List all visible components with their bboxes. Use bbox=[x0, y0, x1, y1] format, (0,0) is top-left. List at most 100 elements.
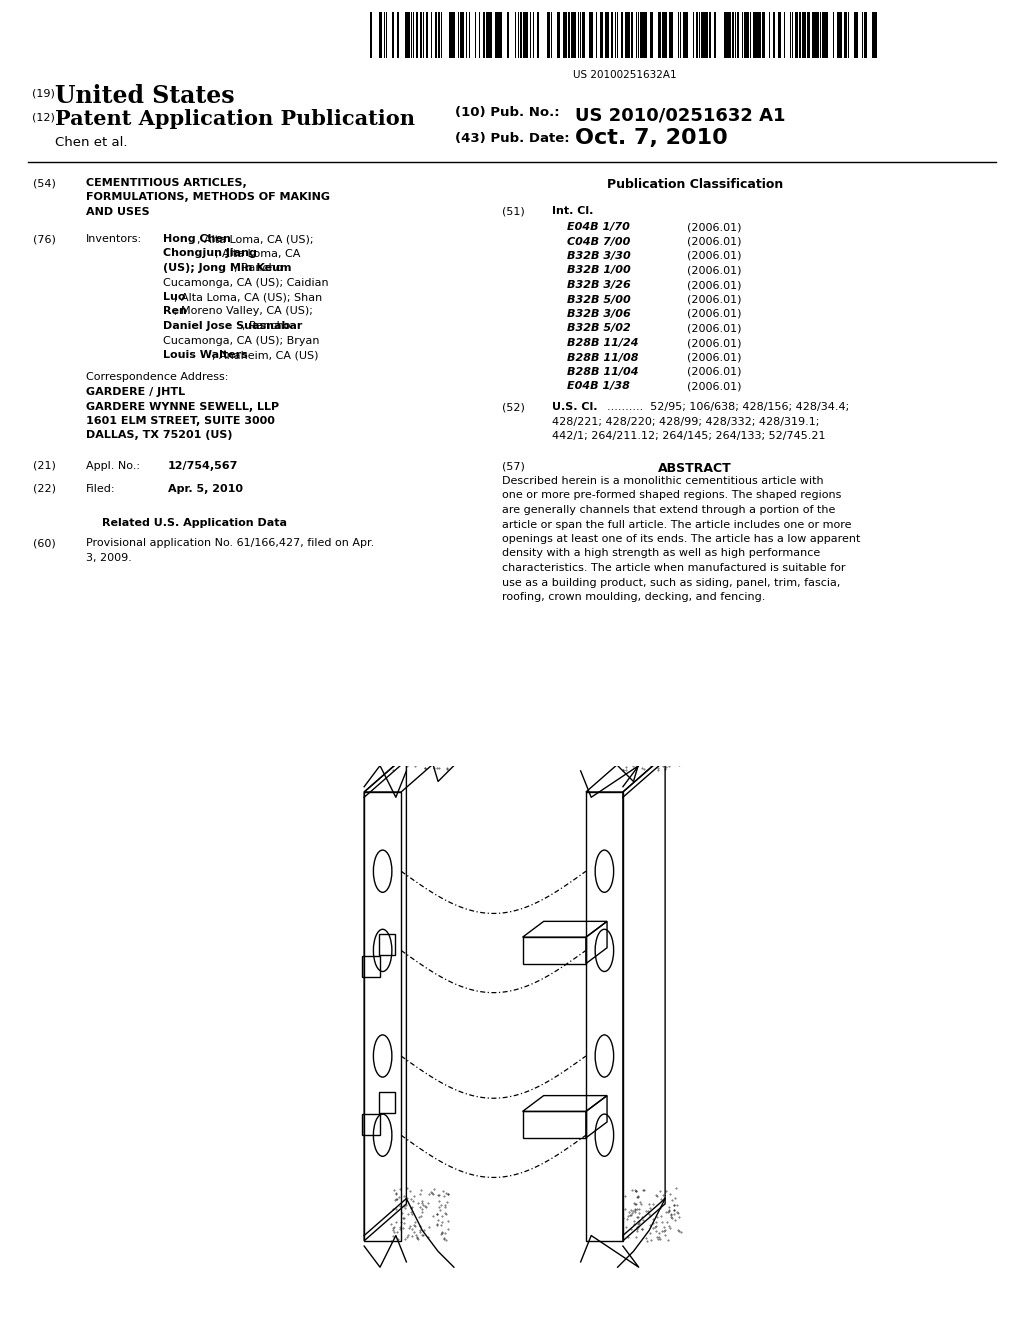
Text: , Alta Loma, CA (US);: , Alta Loma, CA (US); bbox=[197, 234, 313, 244]
Text: (19): (19) bbox=[32, 88, 55, 98]
Bar bbox=[449, 12, 455, 58]
Bar bbox=[434, 12, 437, 58]
Text: (2006.01): (2006.01) bbox=[687, 323, 741, 334]
Bar bbox=[769, 12, 770, 58]
Bar bbox=[650, 12, 653, 58]
Text: C04B 7/00: C04B 7/00 bbox=[567, 236, 631, 247]
Text: (2006.01): (2006.01) bbox=[687, 280, 741, 290]
Bar bbox=[379, 12, 382, 58]
Text: B32B 5/02: B32B 5/02 bbox=[567, 323, 631, 334]
Text: (2006.01): (2006.01) bbox=[687, 338, 741, 348]
Bar bbox=[670, 12, 673, 58]
Bar bbox=[578, 12, 579, 58]
Text: Luo: Luo bbox=[163, 292, 185, 302]
Text: B28B 11/04: B28B 11/04 bbox=[567, 367, 639, 378]
Text: Cucamonga, CA (US); Bryan: Cucamonga, CA (US); Bryan bbox=[163, 335, 319, 346]
Bar bbox=[864, 12, 867, 58]
Text: (76): (76) bbox=[33, 234, 56, 244]
Text: characteristics. The article when manufactured is suitable for: characteristics. The article when manufa… bbox=[502, 564, 846, 573]
Bar bbox=[411, 12, 412, 58]
Text: Oct. 7, 2010: Oct. 7, 2010 bbox=[575, 128, 728, 148]
Text: Louis Walters: Louis Walters bbox=[163, 350, 248, 360]
Bar bbox=[638, 12, 639, 58]
Bar bbox=[596, 12, 597, 58]
Bar bbox=[538, 12, 539, 58]
Text: (43) Pub. Date:: (43) Pub. Date: bbox=[455, 132, 569, 145]
Text: Provisional application No. 61/166,427, filed on Apr.: Provisional application No. 61/166,427, … bbox=[86, 539, 374, 549]
Text: B32B 3/30: B32B 3/30 bbox=[567, 251, 631, 261]
Bar bbox=[384, 12, 385, 58]
Text: (21): (21) bbox=[33, 461, 56, 471]
Bar bbox=[461, 12, 464, 58]
Bar bbox=[469, 12, 470, 58]
Bar bbox=[741, 12, 742, 58]
Bar bbox=[678, 12, 679, 58]
Bar bbox=[750, 12, 751, 58]
Bar bbox=[812, 12, 818, 58]
Text: Hong Chen: Hong Chen bbox=[163, 234, 230, 244]
Text: E04B 1/70: E04B 1/70 bbox=[567, 222, 630, 232]
Bar bbox=[475, 12, 476, 58]
Bar bbox=[709, 12, 711, 58]
Bar bbox=[799, 12, 802, 58]
Bar bbox=[737, 12, 739, 58]
Text: (2006.01): (2006.01) bbox=[687, 251, 741, 261]
Text: , Rancho: , Rancho bbox=[234, 263, 283, 273]
Text: (12): (12) bbox=[32, 114, 55, 123]
Bar bbox=[617, 12, 618, 58]
Bar bbox=[557, 12, 560, 58]
Text: 428/221; 428/220; 428/99; 428/332; 428/319.1;: 428/221; 428/220; 428/99; 428/332; 428/3… bbox=[552, 417, 819, 426]
Bar bbox=[636, 12, 637, 58]
Text: (60): (60) bbox=[33, 539, 55, 549]
Text: (2006.01): (2006.01) bbox=[687, 265, 741, 276]
Bar bbox=[795, 12, 798, 58]
Text: (22): (22) bbox=[33, 483, 56, 494]
Text: CEMENTITIOUS ARTICLES,: CEMENTITIOUS ARTICLES, bbox=[86, 178, 247, 187]
Text: US 2010/0251632 A1: US 2010/0251632 A1 bbox=[575, 106, 785, 124]
Text: United States: United States bbox=[55, 84, 234, 108]
Text: B32B 3/26: B32B 3/26 bbox=[567, 280, 631, 290]
Bar bbox=[370, 12, 372, 58]
Text: ABSTRACT: ABSTRACT bbox=[658, 462, 732, 474]
Text: Appl. No.:: Appl. No.: bbox=[86, 461, 140, 471]
Bar bbox=[406, 12, 410, 58]
Bar bbox=[753, 12, 761, 58]
Text: GARDERE WYNNE SEWELL, LLP: GARDERE WYNNE SEWELL, LLP bbox=[86, 401, 280, 412]
Text: Publication Classification: Publication Classification bbox=[607, 178, 783, 191]
Bar bbox=[567, 12, 569, 58]
Text: (2006.01): (2006.01) bbox=[687, 236, 741, 247]
Bar bbox=[696, 12, 698, 58]
Bar bbox=[438, 12, 440, 58]
Bar bbox=[426, 12, 428, 58]
Text: Apr. 5, 2010: Apr. 5, 2010 bbox=[168, 483, 243, 494]
Text: Correspondence Address:: Correspondence Address: bbox=[86, 372, 228, 383]
Bar bbox=[386, 12, 387, 58]
Bar bbox=[583, 12, 586, 58]
Bar bbox=[838, 12, 843, 58]
Text: (57): (57) bbox=[502, 462, 525, 471]
Text: , Alta Loma, CA (US); Shan: , Alta Loma, CA (US); Shan bbox=[174, 292, 323, 302]
Text: 1601 ELM STREET, SUITE 3000: 1601 ELM STREET, SUITE 3000 bbox=[86, 416, 274, 426]
Bar bbox=[724, 12, 731, 58]
Text: B32B 5/00: B32B 5/00 bbox=[567, 294, 631, 305]
Text: Filed:: Filed: bbox=[86, 483, 116, 494]
Text: Daniel Jose Suasnabar: Daniel Jose Suasnabar bbox=[163, 321, 302, 331]
Bar bbox=[423, 12, 424, 58]
Text: density with a high strength as well as high performance: density with a high strength as well as … bbox=[502, 549, 820, 558]
Text: roofing, crown moulding, decking, and fencing.: roofing, crown moulding, decking, and fe… bbox=[502, 591, 765, 602]
Bar bbox=[822, 12, 828, 58]
Bar bbox=[517, 12, 518, 58]
Bar bbox=[431, 12, 432, 58]
Text: B32B 3/06: B32B 3/06 bbox=[567, 309, 631, 319]
Bar bbox=[485, 12, 493, 58]
Text: (2006.01): (2006.01) bbox=[687, 309, 741, 319]
Bar bbox=[692, 12, 693, 58]
Bar bbox=[392, 12, 394, 58]
Text: Described herein is a monolithic cementitious article with: Described herein is a monolithic cementi… bbox=[502, 477, 823, 486]
Bar bbox=[845, 12, 847, 58]
Text: U.S. Cl.: U.S. Cl. bbox=[552, 403, 597, 412]
Bar bbox=[834, 12, 835, 58]
Text: (2006.01): (2006.01) bbox=[687, 367, 741, 378]
Text: (2006.01): (2006.01) bbox=[687, 381, 741, 392]
Bar bbox=[563, 12, 566, 58]
